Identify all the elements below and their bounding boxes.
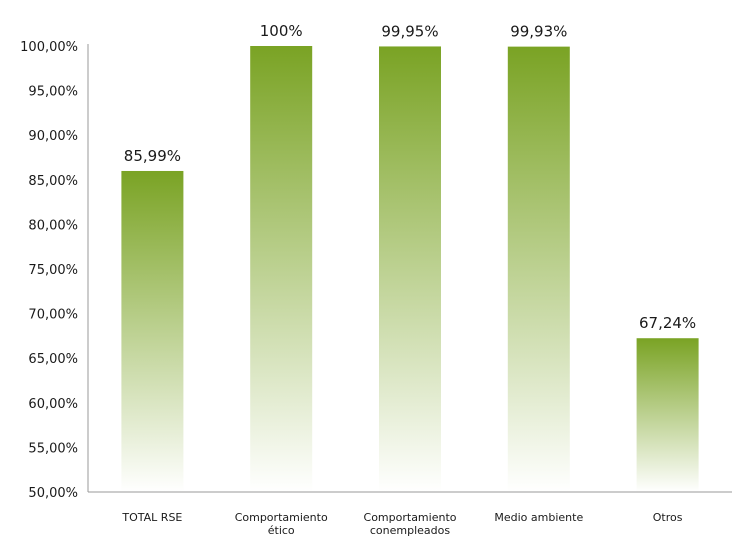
y-tick-label: 95,00% bbox=[28, 85, 78, 100]
category-labels: TOTAL RSE ComportamientoéticoComportamien… bbox=[121, 511, 682, 537]
data-label: 99,95% bbox=[381, 22, 438, 40]
bar bbox=[379, 46, 441, 493]
y-tick-label: 85,00% bbox=[28, 174, 78, 189]
bar bbox=[507, 46, 570, 493]
category-label: Otros bbox=[653, 511, 683, 524]
category-label: conempleados bbox=[370, 524, 450, 537]
bars bbox=[121, 46, 699, 493]
category-label: Medio ambiente bbox=[494, 511, 583, 524]
y-tick-label: 80,00% bbox=[28, 218, 78, 233]
y-tick-label: 100,00% bbox=[20, 40, 78, 55]
data-label: 100% bbox=[260, 22, 303, 40]
category-label: Comportamiento bbox=[235, 511, 328, 524]
y-tick-label: 90,00% bbox=[28, 129, 78, 144]
y-tick-label: 55,00% bbox=[28, 441, 78, 456]
data-label: 99,93% bbox=[510, 23, 567, 41]
category-label: ético bbox=[268, 524, 295, 537]
y-tick-label: 65,00% bbox=[28, 352, 78, 367]
y-axis-ticks: 50,00% 55,00% 60,00% 65,00% 70,00% 75,00% 80,0… bbox=[20, 40, 78, 501]
data-labels: 85,99% 100% 99,95% 99,93% 67,24% bbox=[124, 22, 696, 332]
y-tick-label: 50,00% bbox=[28, 486, 78, 501]
data-label: 85,99% bbox=[124, 147, 181, 165]
axes bbox=[87, 44, 732, 493]
bar bbox=[121, 170, 184, 493]
category-label: TOTAL RSE bbox=[121, 511, 182, 524]
y-tick-label: 75,00% bbox=[28, 263, 78, 278]
bar bbox=[250, 46, 313, 492]
y-tick-label: 70,00% bbox=[28, 308, 78, 323]
y-tick-label: 60,00% bbox=[28, 397, 78, 412]
bar bbox=[636, 338, 699, 492]
data-label: 67,24% bbox=[639, 314, 696, 332]
category-label: Comportamiento bbox=[364, 511, 457, 524]
